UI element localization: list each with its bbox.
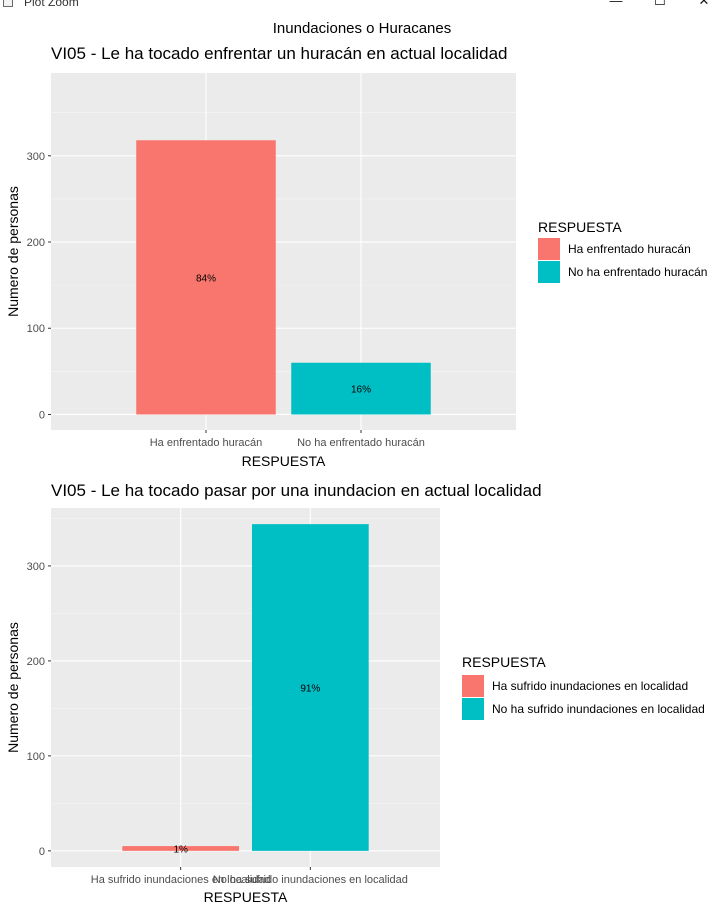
y-tick-label: 300	[27, 561, 45, 573]
x-axis-title: RESPUESTA	[204, 889, 288, 905]
bar-1	[136, 140, 276, 415]
minimize-button[interactable]: —	[609, 0, 623, 8]
y-tick-label: 200	[27, 656, 45, 668]
window-titlebar: Plot Zoom — ☐ ✕	[0, 0, 722, 10]
legend-key	[462, 675, 484, 697]
y-tick-label: 100	[27, 323, 45, 335]
x-tick-label: Ha sufrido inundaciones en localidad	[91, 874, 271, 886]
plot-panel	[51, 73, 516, 430]
legend-item-label: Ha sufrido inundaciones en localidad	[492, 679, 688, 693]
legend: RESPUESTA Ha enfrentado huracán No ha enfr…	[538, 219, 707, 283]
y-tick-label: 0	[39, 409, 45, 421]
legend-key	[462, 698, 484, 720]
maximize-button[interactable]: ☐	[654, 0, 666, 8]
legend-title: RESPUESTA	[538, 219, 622, 235]
bar-value-label: 84%	[196, 273, 216, 284]
legend-key	[538, 238, 560, 260]
window-title: Plot Zoom	[24, 0, 79, 9]
legend-item-label: Ha enfrentado huracán	[568, 242, 691, 256]
legend-item-label: No ha enfrentado huracán	[568, 265, 707, 279]
plot-panel	[51, 508, 440, 867]
y-tick-label: 300	[27, 151, 45, 163]
x-tick-label: No ha sufrido inundaciones en localidad	[213, 874, 408, 886]
x-tick-label: No ha enfrentado huracán	[297, 437, 425, 449]
x-tick-label: Ha enfrentado huracán	[150, 437, 263, 449]
y-tick-label: 0	[39, 846, 45, 858]
y-tick-label: 100	[27, 751, 45, 763]
x-axis-title: RESPUESTA	[242, 453, 326, 469]
chart-2: 1% 91% 0 100 200 300 Ha sufrido inundaciones e…	[5, 481, 705, 905]
legend-item-label: No ha sufrido inundaciones en localidad	[492, 702, 705, 716]
app-icon	[3, 0, 13, 7]
chart-1: 84% 16% 0 100 200 300 Ha enfrentado huracán No …	[5, 44, 707, 469]
y-tick-label: 200	[27, 237, 45, 249]
chart-title: VI05 - Le ha tocado enfrentar un huracán…	[51, 44, 508, 63]
bar-value-label: 91%	[300, 684, 320, 695]
y-axis-title: Numero de personas	[5, 186, 21, 317]
legend: RESPUESTA Ha sufrido inundaciones en loca…	[462, 654, 705, 720]
chart-title: VI05 - Le ha tocado pasar por una inunda…	[51, 481, 542, 500]
legend-title: RESPUESTA	[462, 654, 546, 670]
close-button[interactable]: ✕	[698, 0, 710, 8]
bar-value-label: 16%	[351, 385, 371, 396]
bar-value-label: 1%	[173, 844, 188, 855]
y-axis-title: Numero de personas	[5, 622, 21, 753]
legend-key	[538, 261, 560, 283]
figure-title: Inundaciones o Huracanes	[273, 20, 451, 37]
bar-1	[122, 846, 240, 851]
bar-2	[251, 524, 369, 851]
bar-2	[291, 362, 431, 415]
